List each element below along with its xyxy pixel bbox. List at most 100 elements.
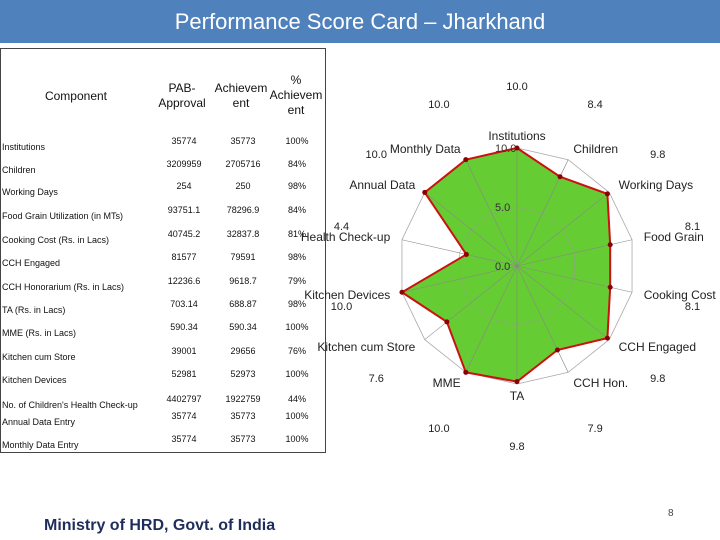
radar-value-label: 10.0 [366, 149, 387, 161]
radar-value-label: 9.8 [650, 149, 665, 161]
row-achievement: 2705716 [225, 159, 261, 169]
row-pab-approval: 4402797 [166, 394, 202, 404]
row-achievement: 9618.7 [229, 276, 257, 286]
radar-category-label: Annual Data [349, 178, 415, 192]
header-pct-achievement: % Achievem ent [269, 73, 323, 117]
row-achievement: 250 [235, 181, 251, 191]
row-component: Kitchen cum Store [2, 352, 76, 362]
row-component: Working Days [2, 187, 58, 197]
row-component: Cooking Cost (Rs. in Lacs) [2, 235, 110, 245]
radar-value-label: 8.1 [685, 221, 700, 233]
radar-scale-label: 10.0 [495, 143, 516, 155]
radar-value-label: 9.8 [650, 373, 665, 385]
radar-point [557, 174, 563, 180]
row-component: Annual Data Entry [2, 417, 76, 427]
radar-value-label: 10.0 [331, 301, 352, 313]
row-pct: 100% [285, 136, 309, 146]
row-pab-approval: 35774 [171, 136, 197, 146]
row-pab-approval: 3209959 [166, 159, 202, 169]
radar-grid-outer [401, 147, 633, 385]
radar-value-label: 9.8 [509, 441, 524, 453]
row-pct: 100% [285, 434, 309, 444]
row-pab-approval: 52981 [171, 369, 197, 379]
row-pct: 100% [285, 369, 309, 379]
row-pab-approval: 40745.2 [167, 229, 201, 239]
radar-category-label: Institutions [488, 129, 545, 143]
radar-scale-label: 0.0 [495, 261, 510, 273]
page-number: 8 [668, 508, 674, 519]
radar-spoke [424, 192, 518, 267]
row-achievement: 32837.8 [226, 229, 260, 239]
row-achievement: 78296.9 [226, 205, 260, 215]
page-title: Performance Score Card – Jharkhand [174, 9, 546, 34]
radar-value-label: 10.0 [428, 423, 449, 435]
radar-point [607, 284, 613, 290]
radar-category-label: Children [573, 142, 618, 156]
row-pab-approval: 93751.1 [167, 205, 201, 215]
row-achievement: 590.34 [229, 322, 257, 332]
radar-point [607, 242, 613, 248]
radar-spoke [516, 265, 610, 340]
row-component: Institutions [2, 142, 46, 152]
radar-spoke [424, 265, 518, 340]
row-achievement: 688.87 [229, 299, 257, 309]
row-achievement: 52973 [230, 369, 256, 379]
header-pab-approval: PAB- Approval [158, 81, 206, 110]
radar-point [463, 251, 469, 257]
radar-spoke [516, 239, 633, 267]
row-pab-approval: 35774 [171, 434, 197, 444]
radar-point [604, 335, 610, 341]
row-pct: 84% [287, 205, 306, 215]
row-component: Kitchen Devices [2, 375, 67, 385]
row-component: TA (Rs. in Lacs) [2, 305, 66, 315]
radar-value-label: 10.0 [428, 99, 449, 111]
radar-category-label: TA [510, 389, 524, 403]
footer-ministry: Ministry of HRD, Govt. of India [44, 517, 276, 534]
row-component: No. of Children's Health Check-up [2, 400, 138, 410]
row-pab-approval: 35774 [171, 411, 197, 421]
radar-category-label: Monthly Data [390, 142, 461, 156]
row-achievement: 35773 [230, 434, 256, 444]
radar-point [514, 145, 520, 151]
row-achievement: 35773 [230, 136, 256, 146]
row-component: Children [2, 165, 36, 175]
radar-category-label: Food Grain [644, 230, 704, 244]
score-table: Component PAB- Approval Achievem ent % Achi… [0, 48, 326, 453]
row-component: CCH Engaged [2, 258, 61, 268]
radar-point [399, 289, 405, 295]
row-pct: 81% [287, 229, 306, 239]
radar-spoke [516, 265, 633, 293]
radar-category-label: Working Days [619, 178, 693, 192]
row-component: CCH Honorarium (Rs. in Lacs) [2, 282, 125, 292]
radar-value-label: 8.1 [685, 301, 700, 313]
title-banner: Performance Score Card – Jharkhand [0, 0, 720, 43]
row-pct: 98% [287, 252, 306, 262]
radar-spoke [516, 265, 569, 373]
row-pab-approval: 254 [176, 181, 192, 191]
row-pct: 98% [287, 299, 306, 309]
radar-value-label: 4.4 [334, 221, 349, 233]
row-pab-approval: 703.14 [170, 299, 198, 309]
radar-spoke [401, 239, 518, 267]
radar-category-label: MME [433, 376, 461, 390]
row-pct: 79% [287, 276, 306, 286]
radar-value-label: 8.4 [587, 99, 602, 111]
row-component: Food Grain Utilization (in MTs) [2, 211, 124, 221]
row-pct: 84% [287, 159, 306, 169]
row-achievement: 29656 [230, 346, 256, 356]
row-pab-approval: 81577 [171, 252, 197, 262]
header-component: Component [44, 89, 108, 103]
radar-point [422, 189, 428, 195]
radar-category-label: CCH Engaged [619, 340, 696, 354]
row-pab-approval: 39001 [171, 346, 197, 356]
radar-spoke [465, 265, 518, 373]
radar-spoke [516, 192, 610, 267]
radar-spoke [401, 265, 518, 293]
row-pct: 98% [287, 181, 306, 191]
row-component: Monthly Data Entry [2, 440, 79, 450]
radar-category-label: Cooking Cost [644, 288, 717, 302]
radar-grid-mid [459, 206, 575, 326]
row-achievement: 1922759 [225, 394, 261, 404]
radar-value-label: 10.0 [506, 81, 527, 93]
row-achievement: 79591 [230, 252, 256, 262]
